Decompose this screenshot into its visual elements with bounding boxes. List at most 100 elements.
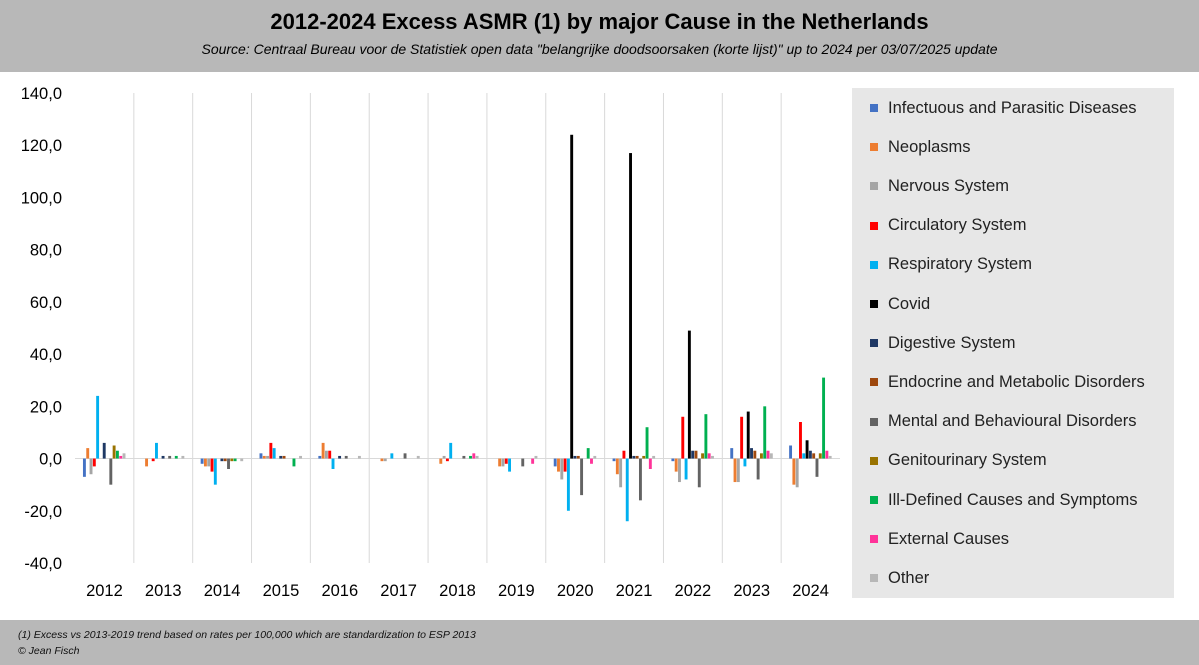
bar-2015-other [299, 455, 303, 459]
bar-2015-infectuous-and-parasitic-diseases [259, 453, 263, 459]
bar-2021-covid [629, 153, 632, 459]
x-tick-label-2019: 2019 [498, 582, 535, 600]
bar-2019-respiratory-system [508, 458, 511, 472]
legend-swatch [870, 417, 878, 426]
legend-swatch [870, 456, 878, 465]
bar-2024-external-causes [825, 450, 829, 459]
bar-2016-other [357, 455, 361, 459]
legend-label: Other [888, 568, 930, 587]
bar-2023-covid [746, 411, 750, 459]
bar-2022-infectuous-and-parasitic-diseases [671, 458, 675, 462]
legend-swatch [870, 339, 878, 348]
bar-2020-neoplasms [557, 458, 560, 472]
bar-2019-other [534, 455, 538, 459]
y-tick-label: 60,0 [30, 294, 62, 312]
bar-2022-respiratory-system [684, 458, 688, 480]
bar-2023-ill-defined-causes-and-symptoms [763, 406, 767, 459]
chart-subtitle: Source: Centraal Bureau voor de Statisti… [201, 41, 998, 57]
bar-2023-genitourinary-system [759, 453, 763, 459]
bar-2014-circulatory-system [210, 458, 214, 472]
bar-2017-respiratory-system [390, 453, 394, 459]
legend-item: Nervous System [870, 175, 1009, 197]
legend-item: Respiratory System [870, 254, 1032, 276]
bar-2018-neoplasms [439, 458, 443, 464]
bar-2014-mental-and-behavioural-disorders [227, 458, 230, 469]
chart-legend: Infectuous and Parasitic Diseases Neoplas… [852, 88, 1174, 598]
bar-2020-circulatory-system [563, 458, 567, 472]
legend-swatch [870, 300, 878, 308]
bar-2012-neoplasms [86, 448, 90, 459]
chart-footer: (1) Excess vs 2013-2019 trend based on r… [0, 620, 1199, 665]
bar-2022-digestive-system [691, 450, 695, 459]
bar-2018-ill-defined-causes-and-symptoms [469, 455, 472, 459]
legend-swatch [870, 143, 878, 152]
legend-item: Infectuous and Parasitic Diseases [870, 97, 1137, 119]
bar-2012-genitourinary-system [112, 445, 116, 459]
footnote: (1) Excess vs 2013-2019 trend based on r… [18, 629, 476, 641]
bar-2013-respiratory-system [155, 442, 158, 459]
y-tick-label: 20,0 [30, 398, 62, 416]
bar-2018-external-causes [472, 453, 476, 459]
legend-label: Infectuous and Parasitic Diseases [888, 98, 1137, 117]
x-tick-label-2020: 2020 [557, 582, 594, 600]
x-tick-label-2016: 2016 [321, 582, 358, 600]
bar-2013-digestive-system [161, 455, 165, 459]
bar-2024-respiratory-system [802, 453, 806, 459]
chart-header: 2012-2024 Excess ASMR (1) by major Cause… [0, 0, 1199, 72]
bar-2021-external-causes [648, 458, 652, 469]
bar-2014-nervous-system [207, 458, 211, 467]
bar-2019-neoplasms [498, 458, 502, 467]
bar-2022-genitourinary-system [701, 453, 705, 459]
bar-2013-other [181, 455, 185, 459]
bar-2014-genitourinary-system [230, 458, 234, 462]
bar-2024-neoplasms [792, 458, 796, 485]
bar-2016-mental-and-behavioural-disorders [344, 455, 348, 459]
x-axis: 2012 2013 2014 2015 2016 2017 2018 2019 2020 2021… [86, 582, 829, 600]
bar-2012-digestive-system [102, 442, 106, 459]
bar-2023-circulatory-system [740, 416, 744, 459]
credit: © Jean Fisch [18, 645, 80, 657]
x-tick-label-2014: 2014 [204, 582, 241, 600]
bar-2020-respiratory-system [566, 458, 570, 511]
bar-2015-neoplasms [262, 455, 266, 459]
year-separators [133, 93, 782, 563]
bar-2012-other [122, 453, 126, 459]
legend-swatch [870, 574, 878, 583]
bar-2021-other [652, 455, 656, 459]
legend-item: Genitourinary System [870, 450, 1047, 472]
bar-2020-external-causes [590, 458, 593, 464]
bar-2022-endocrine-and-metabolic-disorders [694, 450, 698, 459]
bar-2014-respiratory-system [213, 458, 217, 485]
bar-2015-circulatory-system [269, 442, 273, 459]
y-tick-label: 80,0 [30, 242, 62, 260]
bar-2016-nervous-system [324, 450, 328, 459]
x-tick-label-2013: 2013 [145, 582, 182, 600]
y-tick-label: -40,0 [24, 555, 62, 573]
bar-2023-external-causes [766, 450, 770, 459]
bar-2021-digestive-system [632, 455, 636, 459]
bar-2014-neoplasms [203, 458, 207, 467]
legend-label: Respiratory System [888, 255, 1032, 274]
bar-2018-mental-and-behavioural-disorders [462, 455, 466, 459]
bar-2019-circulatory-system [504, 458, 508, 464]
legend-label: External Causes [888, 529, 1010, 548]
y-tick-label: 0,0 [39, 451, 62, 469]
bar-2016-infectuous-and-parasitic-diseases [318, 455, 322, 459]
chart-plot: 140,0 120,0 100,0 80,0 60,0 40,0 20,0 0,0 -20,0 -… [21, 85, 840, 600]
bar-2020-ill-defined-causes-and-symptoms [586, 448, 590, 459]
bar-2020-digestive-system [573, 455, 577, 459]
bar-2013-ill-defined-causes-and-symptoms [174, 455, 178, 459]
bar-2012-external-causes [119, 455, 123, 459]
bar-2022-external-causes [707, 453, 711, 459]
bar-2021-respiratory-system [625, 458, 629, 522]
bar-2014-digestive-system [220, 458, 224, 462]
x-tick-label-2024: 2024 [792, 582, 829, 600]
bar-2013-circulatory-system [151, 458, 155, 462]
bar-2023-nervous-system [736, 458, 740, 483]
y-tick-label: 40,0 [30, 346, 62, 364]
bar-2021-genitourinary-system [642, 455, 646, 459]
bar-2023-endocrine-and-metabolic-disorders [753, 450, 757, 459]
bar-2022-ill-defined-causes-and-symptoms [704, 414, 708, 459]
bar-2015-ill-defined-causes-and-symptoms [292, 458, 296, 467]
bar-2019-external-causes [531, 458, 535, 464]
